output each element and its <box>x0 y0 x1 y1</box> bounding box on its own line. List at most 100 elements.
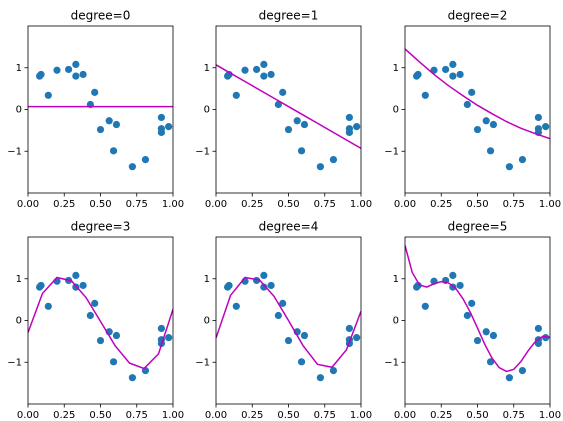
data-point <box>44 302 52 310</box>
data-point <box>37 70 45 79</box>
x-tick-label: 1.00 <box>162 410 184 421</box>
x-tick-label: 0.00 <box>17 199 39 210</box>
axes-frame <box>215 236 362 405</box>
data-point <box>105 117 113 125</box>
x-tick-label: 0.25 <box>430 199 452 210</box>
x-tick-label: 1.00 <box>350 410 372 421</box>
x-tick-label: 0.50 <box>277 410 299 421</box>
y-tick-label: 0 <box>393 105 399 116</box>
data-point <box>300 120 309 129</box>
y-tick-label: 0 <box>393 316 399 327</box>
data-point <box>534 324 543 333</box>
data-point <box>414 281 422 290</box>
x-tick-label: 0.75 <box>126 410 148 421</box>
x-tick-label: 0.00 <box>205 410 227 421</box>
data-point <box>79 281 87 290</box>
y-tick-label: −1 <box>7 357 22 368</box>
x-tick-label: 0.50 <box>466 199 488 210</box>
x-tick-label: 0.50 <box>466 410 488 421</box>
data-point <box>112 120 121 129</box>
data-point <box>72 60 80 69</box>
data-point <box>65 65 73 74</box>
fit-line <box>28 276 173 370</box>
data-point <box>165 123 173 131</box>
y-tick-label: 1 <box>393 274 399 285</box>
data-point <box>534 113 543 122</box>
y-tick-label: 1 <box>16 63 22 74</box>
axes-frame <box>404 236 551 405</box>
data-point <box>274 311 282 320</box>
data-point <box>274 100 282 109</box>
data-point <box>157 113 165 122</box>
panel-title: degree=2 <box>448 9 508 23</box>
y-tick-label: 0 <box>204 316 210 327</box>
data-point <box>260 283 268 291</box>
data-point <box>414 70 422 79</box>
fit-line <box>405 245 550 373</box>
data-point <box>128 374 136 382</box>
data-point <box>53 66 61 74</box>
axes-frame <box>404 25 551 194</box>
data-point <box>241 66 249 74</box>
data-point <box>157 125 165 133</box>
x-tick-label: 0.00 <box>394 199 416 210</box>
data-point <box>456 70 464 79</box>
data-point <box>91 299 99 307</box>
data-point <box>279 299 287 307</box>
data-point <box>109 358 118 366</box>
axes-frame <box>215 25 362 194</box>
panel-title: degree=1 <box>259 9 319 23</box>
data-point <box>468 88 476 96</box>
data-point <box>300 331 309 340</box>
fit-line <box>216 276 361 369</box>
data-point <box>279 88 287 96</box>
data-point <box>329 367 338 375</box>
data-point <box>316 163 324 171</box>
y-tick-label: 1 <box>204 274 210 285</box>
data-point <box>489 331 498 340</box>
y-tick-label: 1 <box>16 274 22 285</box>
data-point <box>518 156 527 164</box>
data-point <box>473 125 482 134</box>
panel-title: degree=4 <box>259 220 319 234</box>
y-tick-label: −1 <box>7 146 22 157</box>
x-tick-label: 0.75 <box>126 199 148 210</box>
data-point <box>486 358 495 366</box>
data-point <box>72 72 80 80</box>
data-point <box>284 336 293 345</box>
data-point <box>232 302 240 310</box>
data-point <box>345 324 353 333</box>
data-point <box>534 125 543 133</box>
data-point <box>486 147 495 155</box>
data-point <box>96 336 105 345</box>
data-point <box>165 334 173 342</box>
x-tick-label: 0.00 <box>394 410 416 421</box>
axes-frame <box>27 236 174 405</box>
data-point <box>72 271 80 280</box>
x-tick-label: 0.25 <box>53 410 75 421</box>
y-tick-label: 0 <box>204 105 210 116</box>
data-point <box>260 72 268 80</box>
data-point <box>353 123 361 131</box>
data-point <box>316 374 324 382</box>
data-point <box>109 147 118 155</box>
data-point <box>96 125 105 134</box>
data-point <box>345 125 353 133</box>
data-point <box>329 156 338 164</box>
panel-title: degree=5 <box>448 220 508 234</box>
x-tick-label: 0.75 <box>314 199 336 210</box>
y-tick-label: 0 <box>16 316 22 327</box>
data-point <box>463 311 471 320</box>
y-tick-label: −1 <box>195 146 210 157</box>
x-tick-label: 0.00 <box>17 410 39 421</box>
fit-line <box>405 48 550 140</box>
data-point <box>79 70 87 79</box>
x-tick-label: 0.25 <box>430 410 452 421</box>
data-point <box>345 113 353 122</box>
x-tick-label: 0.50 <box>277 199 299 210</box>
x-tick-label: 1.00 <box>539 410 561 421</box>
data-point <box>297 147 306 155</box>
fit-line <box>216 64 361 149</box>
panel-title: degree=3 <box>71 220 131 234</box>
